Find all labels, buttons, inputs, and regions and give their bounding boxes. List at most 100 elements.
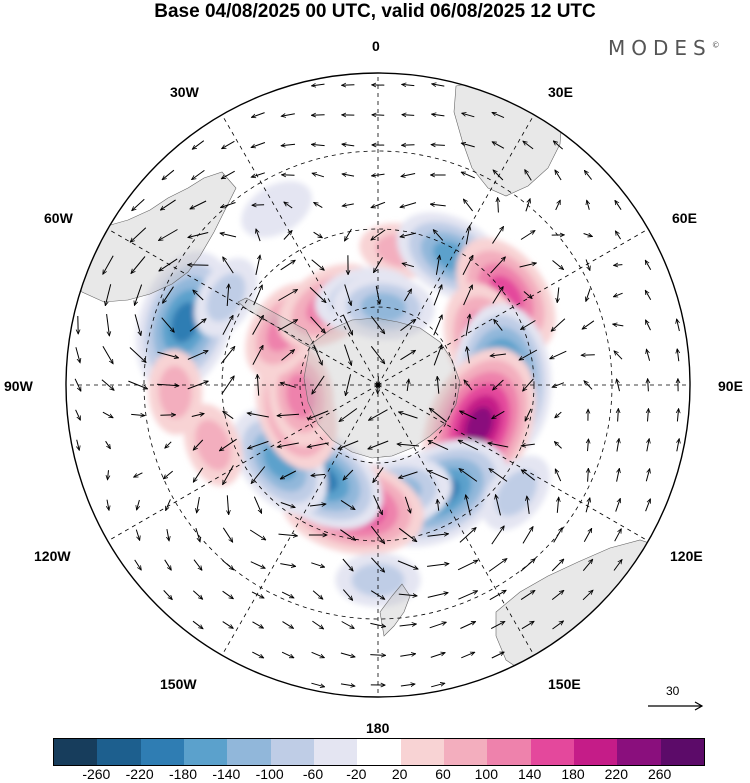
wind-vector [554, 469, 562, 482]
wind-vector [432, 114, 445, 116]
wind-vector [342, 589, 352, 601]
wind-vector [521, 320, 536, 330]
wind-vector [520, 559, 535, 572]
wind-vector [251, 466, 266, 484]
south-pole-marker [375, 382, 381, 388]
wind-vector [134, 472, 143, 478]
wind-vector [400, 350, 416, 361]
wind-vector [613, 292, 623, 297]
wind-vector [428, 439, 449, 451]
colorbar-tick-label: -20 [346, 766, 367, 782]
colorbar-tick-label: 220 [604, 766, 629, 782]
colorbar-bin [573, 739, 618, 765]
wind-vector [340, 652, 355, 657]
colorbar-bin [400, 739, 444, 765]
colorbar-bin [183, 739, 228, 765]
wind-vector [227, 284, 229, 307]
wind-vector [339, 408, 358, 422]
wind-vector [345, 374, 352, 395]
wind-vector [102, 345, 113, 364]
wind-vector [375, 285, 380, 304]
wind-vector [282, 621, 294, 629]
wind-vector [588, 439, 589, 452]
wind-vector [459, 469, 478, 482]
wind-vector [311, 682, 324, 687]
wind-vector [166, 499, 171, 510]
wind-vector [463, 285, 473, 306]
meridian-line [107, 384, 379, 542]
wind-vector [458, 439, 479, 451]
wind-vector [433, 285, 442, 306]
wind-vector [313, 231, 323, 238]
wind-vector [313, 344, 323, 365]
colorbar-bin [227, 739, 271, 765]
lon-label-150w: 150W [160, 676, 197, 692]
wind-vector [342, 174, 355, 176]
wind-vector [648, 409, 649, 422]
colorbar-tick-label: 180 [561, 766, 585, 782]
wind-vector [552, 382, 565, 388]
wind-vector [134, 559, 142, 570]
wind-vector [398, 527, 417, 541]
wind-vector [342, 204, 354, 206]
wind-vector [490, 257, 506, 274]
wind-vector [466, 495, 471, 516]
wind-vector [616, 468, 620, 482]
meridian-line [377, 384, 649, 542]
wind-vector [162, 169, 175, 180]
wind-vector [397, 444, 420, 446]
wind-vector [132, 198, 145, 210]
wind-vector [135, 529, 139, 541]
wind-vector [583, 234, 593, 237]
wind-vector [490, 354, 506, 356]
wind-vector [342, 558, 353, 571]
wind-vector [189, 319, 206, 332]
wind-vector [554, 442, 562, 449]
wind-vector [251, 591, 264, 598]
wind-vector [278, 534, 298, 536]
wind-vector [193, 467, 204, 482]
map-disk-border [65, 72, 691, 698]
wind-vector [309, 287, 326, 302]
wind-vector [586, 288, 591, 302]
wind-vector [257, 374, 258, 396]
wind-vector [427, 593, 448, 598]
wind-vector [159, 258, 178, 271]
wind-vector [163, 590, 173, 599]
wind-vector [344, 284, 352, 306]
wind-vector [193, 439, 204, 450]
wind-vector [614, 351, 623, 360]
wind-vector [341, 621, 355, 629]
colorbar-bin [530, 739, 574, 765]
wind-vector [221, 170, 235, 179]
lon-label-30w: 30W [170, 84, 199, 100]
wind-vector [106, 314, 110, 336]
wind-vector [587, 200, 590, 210]
wind-vector [192, 620, 203, 629]
wind-vector [370, 590, 385, 600]
wind-vector [430, 204, 446, 206]
wind-vector [371, 557, 384, 572]
wind-vector [551, 559, 564, 572]
lon-label-60w: 60W [44, 210, 73, 226]
wind-vector [400, 654, 415, 657]
colorbar-bin [97, 739, 141, 765]
wind-vector [187, 350, 208, 360]
wind-vector [131, 256, 146, 274]
wind-vector [220, 233, 237, 238]
wind-vector [461, 172, 475, 179]
colorbar-bin [357, 739, 401, 765]
wind-vector [167, 529, 169, 541]
colorbar-tick-label: -100 [255, 766, 284, 782]
wind-vector [108, 470, 109, 480]
wind-vector [645, 469, 649, 482]
meridian-line [221, 384, 379, 656]
meridian-line [221, 114, 379, 386]
wind-vector [190, 200, 207, 210]
wind-vector [677, 349, 679, 362]
wind-vector [372, 174, 385, 176]
wind-vector [525, 199, 530, 212]
wind-vector [498, 198, 499, 213]
colorbar-tick-label: 260 [647, 766, 672, 782]
lon-label-120e: 120E [670, 548, 703, 564]
